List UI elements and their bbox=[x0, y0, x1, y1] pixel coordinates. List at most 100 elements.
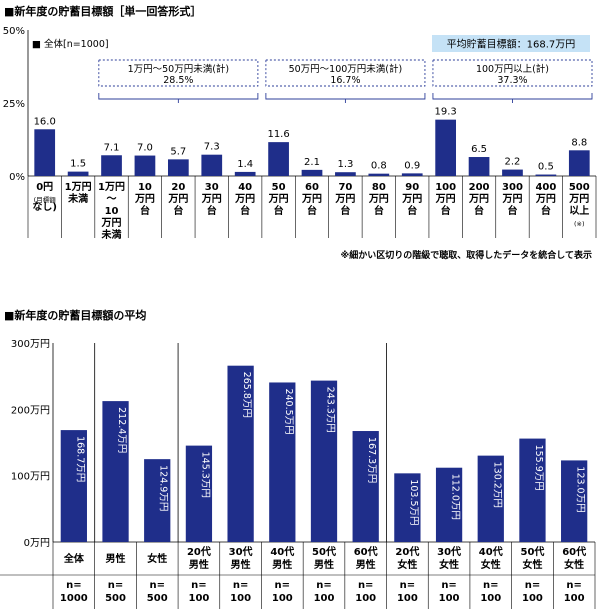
chart1-category-label: 台 bbox=[240, 204, 250, 217]
chart1-category-label: 10 bbox=[138, 182, 152, 193]
chart1-value-label: 16.0 bbox=[34, 116, 56, 127]
chart2-value-label: 103.5万円 bbox=[408, 479, 419, 525]
chart1-group-label: 50万円～100万円未満(計) bbox=[289, 63, 403, 75]
chart1-category-label: (目標額 bbox=[34, 195, 57, 204]
chart2-bar bbox=[519, 438, 546, 542]
chart1-category-label: 台 bbox=[307, 204, 317, 217]
chart2-n-label: n= bbox=[233, 580, 249, 591]
chart2-category-label: 男性 bbox=[356, 558, 376, 571]
chart2-category-label: 60代 bbox=[562, 545, 586, 558]
chart1-value-label: 2.2 bbox=[505, 157, 521, 168]
chart1-category-label: 30 bbox=[205, 182, 219, 193]
chart1-category-label: 台 bbox=[374, 204, 384, 217]
chart1-category-label: 60 bbox=[305, 182, 319, 193]
chart2-y-tick-label: 200万円 bbox=[11, 405, 50, 416]
chart2-bar bbox=[269, 382, 296, 542]
chart1-category-label: 万円 bbox=[234, 193, 255, 205]
chart2-category-label: 女性 bbox=[439, 558, 459, 571]
chart2-category-label: 60代 bbox=[354, 545, 378, 558]
chart1-y-tick-label: 0% bbox=[9, 172, 25, 183]
chart2-n-label: n= bbox=[316, 580, 332, 591]
chart1-category-label: 10 bbox=[105, 206, 119, 217]
chart2-category-label: 50代 bbox=[521, 545, 545, 558]
chart2-value-label: 123.0万円 bbox=[575, 466, 586, 512]
chart1-value-label: 11.6 bbox=[267, 129, 289, 140]
chart1-value-label: 0.9 bbox=[404, 160, 420, 171]
chart1-category-label: 台 bbox=[541, 204, 551, 217]
chart1-category-label: 万円 bbox=[468, 193, 489, 205]
chart2-value-label: 240.5万円 bbox=[283, 388, 294, 434]
chart2-category-label: 女性 bbox=[397, 558, 417, 571]
chart1-bar bbox=[401, 173, 423, 176]
chart2-n-label: n= bbox=[441, 580, 457, 591]
chart1-category-label: 万円 bbox=[101, 217, 122, 229]
chart2-value-label: 265.8万円 bbox=[241, 372, 252, 418]
chart1-category-label: 300 bbox=[502, 182, 523, 193]
chart1-group-bracket bbox=[98, 93, 259, 103]
chart1-bar bbox=[101, 155, 122, 176]
chart1-group-value: 37.3% bbox=[497, 75, 527, 86]
chart2-n-label: 100 bbox=[188, 593, 209, 604]
chart1-footnote: ※細かい区切りの階級で聴取、取得したデータを統合して表示 bbox=[341, 249, 592, 261]
chart1-value-label: 7.1 bbox=[104, 142, 120, 153]
chart1-category-label: 万円 bbox=[568, 193, 589, 205]
chart2-bar bbox=[477, 455, 504, 542]
chart2-bar bbox=[394, 473, 421, 542]
chart1-bar bbox=[568, 150, 590, 176]
chart2-n-label: 100 bbox=[480, 593, 501, 604]
chart2-category-label: 女性 bbox=[564, 558, 584, 571]
chart1-bar bbox=[335, 172, 356, 176]
chart1-value-label: 2.1 bbox=[304, 157, 320, 168]
chart2-category-label: 40代 bbox=[479, 545, 503, 558]
chart1-group-label: 1万円～50万円未満(計) bbox=[128, 63, 230, 75]
chart2-n-label: 100 bbox=[230, 593, 251, 604]
chart1-category-label: 台 bbox=[474, 204, 484, 217]
chart1-category-label: なし) bbox=[32, 201, 57, 213]
chart2-n-label: n= bbox=[525, 580, 541, 591]
chart2-bar bbox=[144, 459, 171, 542]
chart2-n-label: n= bbox=[483, 580, 499, 591]
chart1-bar bbox=[435, 119, 457, 176]
chart1-value-label: 0.5 bbox=[538, 162, 554, 173]
chart2-category-label: 30代 bbox=[229, 545, 253, 558]
chart1-bar bbox=[134, 155, 156, 176]
chart2-value-label: 167.3万円 bbox=[366, 437, 377, 483]
chart2-n-label: 500 bbox=[147, 593, 168, 604]
chart1-category-label: 500 bbox=[569, 182, 590, 193]
chart1-value-label: 0.8 bbox=[371, 161, 387, 172]
chart1-y-tick-label: 25% bbox=[3, 99, 25, 110]
chart2-n-label: 100 bbox=[439, 593, 460, 604]
chart1-category-label: ～ bbox=[107, 194, 117, 205]
chart2-category-label: 50代 bbox=[312, 545, 336, 558]
chart1-category-label: 以上 bbox=[569, 204, 589, 217]
chart2-value-label: 124.9万円 bbox=[158, 465, 169, 511]
chart1-category-label: 台 bbox=[340, 204, 350, 217]
chart1-category-label: 万円 bbox=[201, 193, 222, 205]
chart1-group-bracket bbox=[432, 93, 593, 103]
chart1-bar bbox=[201, 154, 223, 176]
chart1-category-label: 70 bbox=[338, 182, 352, 193]
chart2-n-label: 100 bbox=[355, 593, 376, 604]
chart2-value-label: 168.7万円 bbox=[74, 436, 85, 482]
chart1-bar bbox=[67, 171, 89, 176]
chart1-category-label: 未満 bbox=[67, 192, 88, 205]
chart2-value-label: 130.2万円 bbox=[491, 462, 502, 508]
chart1-bar bbox=[34, 129, 56, 176]
chart2-category-label: 男性 bbox=[314, 558, 334, 571]
chart2-n-label: 100 bbox=[522, 593, 543, 604]
chart1-value-label: 7.0 bbox=[137, 143, 153, 154]
chart2-n-label: 100 bbox=[564, 593, 585, 604]
chart2-category-label: 30代 bbox=[437, 545, 461, 558]
chart2-n-label: n= bbox=[149, 580, 165, 591]
chart1-y-tick-label: 50% bbox=[3, 26, 25, 37]
chart2-y-tick-label: 0万円 bbox=[24, 538, 50, 549]
chart1-value-label: 7.3 bbox=[204, 142, 220, 153]
chart2-category-label: 女性 bbox=[147, 552, 167, 565]
chart2-category-label: 男性 bbox=[231, 558, 251, 571]
chart1-legend: ■ 全体[n=1000] bbox=[32, 38, 109, 50]
chart1-category-label: 200 bbox=[469, 182, 490, 193]
chart1-group-label: 100万円以上(計) bbox=[476, 63, 549, 75]
chart1-value-label: 1.3 bbox=[337, 159, 353, 170]
chart1-bar bbox=[234, 171, 256, 176]
chart1-category-label: 台 bbox=[274, 204, 284, 217]
